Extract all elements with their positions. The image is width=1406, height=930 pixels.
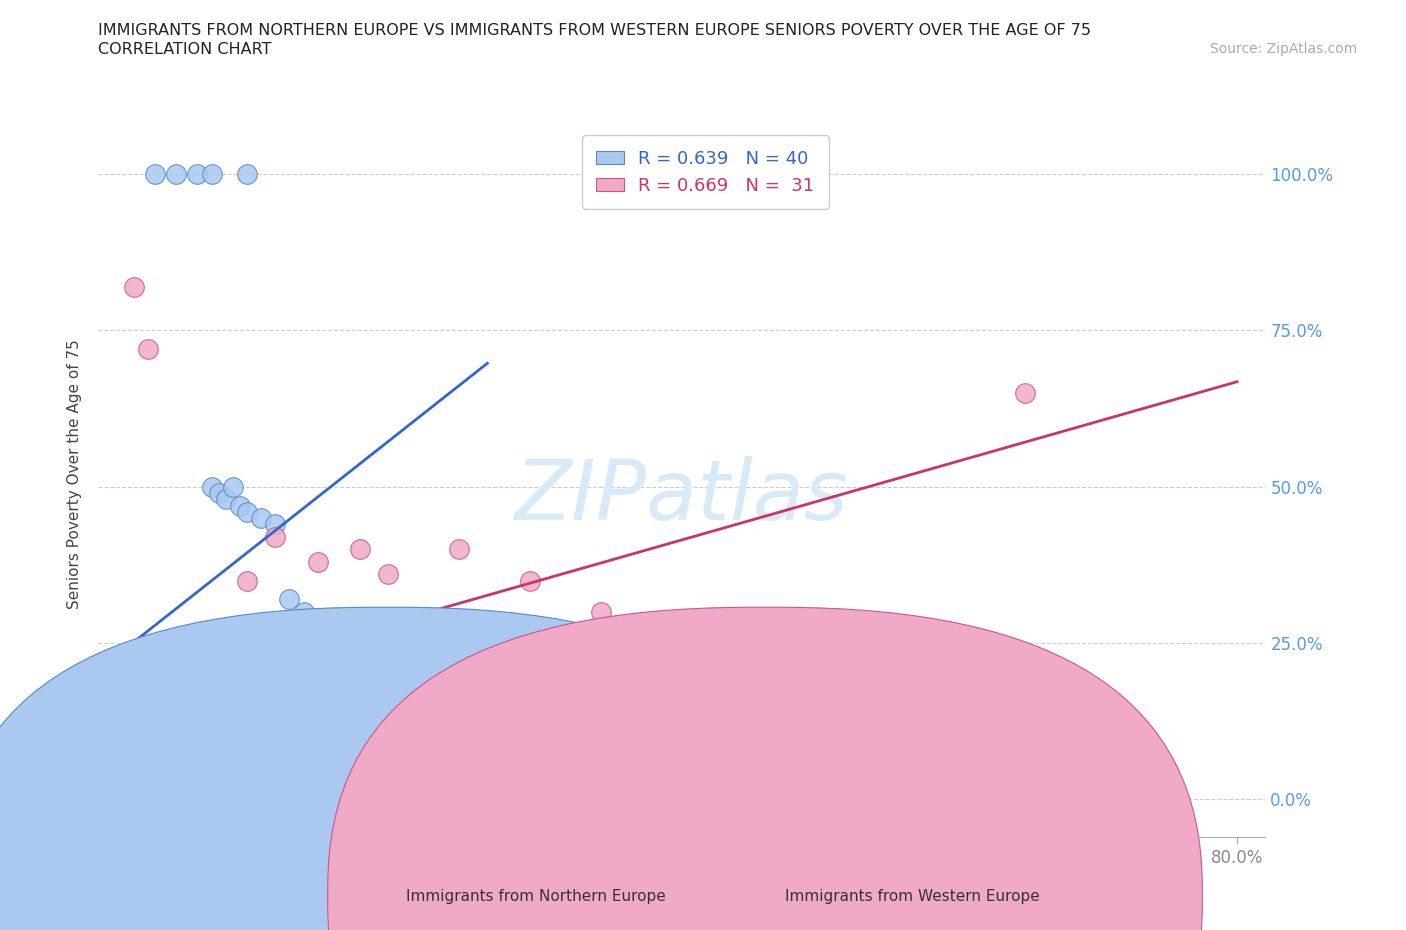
Point	[143, 685, 166, 700]
Point	[186, 673, 208, 688]
Point	[229, 648, 252, 663]
Point	[589, 604, 612, 619]
Point	[377, 567, 399, 582]
Point	[136, 342, 159, 357]
Y-axis label: Seniors Poverty Over the Age of 75: Seniors Poverty Over the Age of 75	[67, 339, 83, 609]
Text: Immigrants from Western Europe: Immigrants from Western Europe	[785, 889, 1039, 904]
Point	[136, 749, 159, 764]
Point	[307, 617, 329, 631]
Point	[449, 705, 471, 720]
Point	[321, 630, 343, 644]
Point	[193, 736, 215, 751]
Point	[129, 754, 152, 769]
Point	[150, 754, 173, 769]
Point	[200, 166, 222, 181]
Text: Source: ZipAtlas.com: Source: ZipAtlas.com	[1209, 42, 1357, 56]
Point	[143, 754, 166, 769]
Point	[165, 655, 187, 670]
Point	[136, 749, 159, 764]
Point	[179, 667, 201, 682]
Text: IMMIGRANTS FROM NORTHERN EUROPE VS IMMIGRANTS FROM WESTERN EUROPE SENIORS POVERT: IMMIGRANTS FROM NORTHERN EUROPE VS IMMIG…	[98, 23, 1091, 38]
Point	[349, 542, 371, 557]
Point	[229, 498, 252, 513]
Point	[143, 742, 166, 757]
Point	[129, 761, 152, 776]
Point	[179, 742, 201, 757]
Point	[122, 761, 145, 776]
Point	[136, 673, 159, 688]
Point	[519, 573, 541, 588]
Point	[122, 279, 145, 294]
Point	[165, 736, 187, 751]
Point	[165, 729, 187, 744]
Point	[222, 479, 245, 494]
Point	[172, 742, 194, 757]
Legend: R = 0.639   N = 40, R = 0.669   N =  31: R = 0.639 N = 40, R = 0.669 N = 31	[582, 135, 828, 209]
Point	[150, 742, 173, 757]
Point	[129, 655, 152, 670]
Point	[292, 655, 315, 670]
Point	[222, 655, 245, 670]
Point	[193, 680, 215, 695]
Point	[179, 729, 201, 744]
Point	[172, 736, 194, 751]
Point	[215, 754, 238, 769]
Point	[278, 817, 301, 832]
Point	[292, 604, 315, 619]
Point	[143, 166, 166, 181]
Point	[278, 591, 301, 606]
Point	[122, 667, 145, 682]
Point	[208, 749, 231, 764]
Point	[172, 660, 194, 675]
Point	[236, 573, 259, 588]
Point	[157, 698, 180, 713]
Text: CORRELATION CHART: CORRELATION CHART	[98, 42, 271, 57]
Point	[150, 692, 173, 707]
Point	[307, 554, 329, 569]
Point	[165, 166, 187, 181]
Point	[208, 485, 231, 500]
Point	[250, 511, 273, 525]
Point	[129, 680, 152, 695]
Point	[186, 724, 208, 738]
Point	[157, 749, 180, 764]
Text: ZIPatlas: ZIPatlas	[515, 456, 849, 537]
Point	[377, 705, 399, 720]
Point	[215, 492, 238, 507]
Point	[200, 479, 222, 494]
Point	[136, 698, 159, 713]
Point	[236, 166, 259, 181]
Point	[264, 517, 287, 532]
Point	[122, 754, 145, 769]
Text: Immigrants from Northern Europe: Immigrants from Northern Europe	[406, 889, 666, 904]
Point	[264, 529, 287, 544]
Point	[186, 166, 208, 181]
Point	[200, 742, 222, 757]
Point	[236, 504, 259, 519]
Point	[449, 542, 471, 557]
Point	[1014, 386, 1036, 401]
Point	[307, 717, 329, 732]
